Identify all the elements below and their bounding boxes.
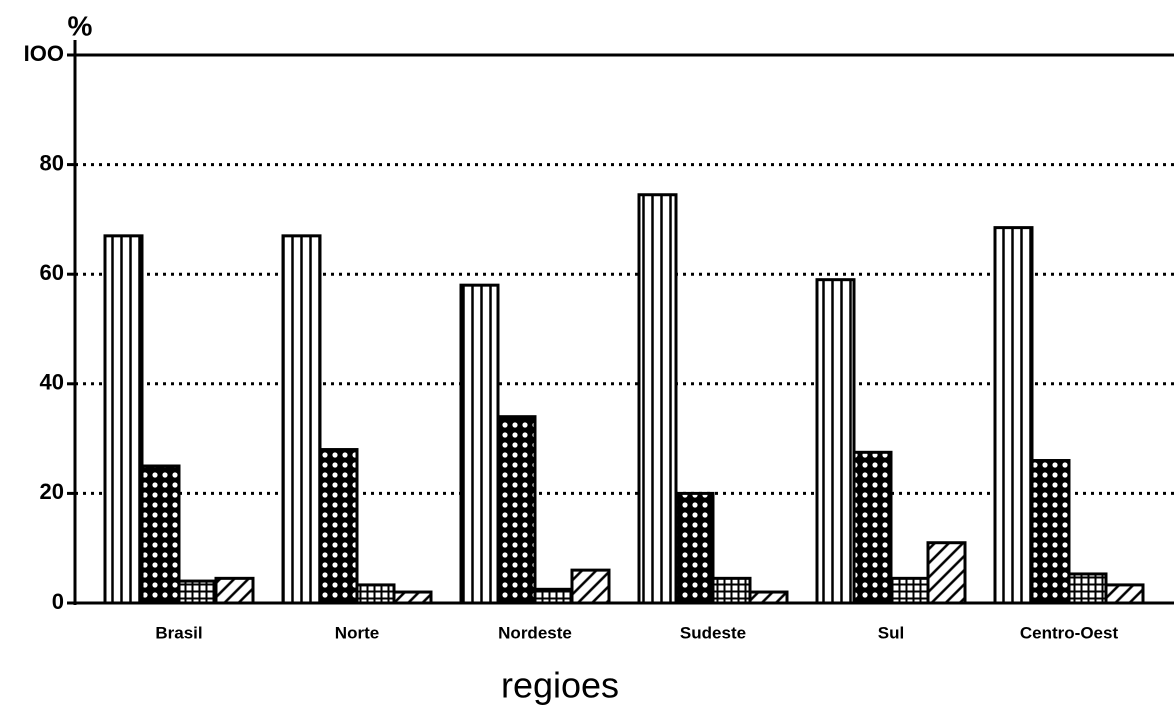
y-tick-label: 80: [40, 150, 64, 175]
bar: [214, 576, 255, 605]
bar: [1030, 459, 1071, 605]
x-tick-label: Nordeste: [498, 623, 572, 642]
bar: [993, 226, 1034, 605]
bar: [889, 576, 930, 605]
x-tick-label: Centro-Oest: [1020, 623, 1119, 642]
bar: [852, 450, 893, 605]
bar: [1104, 583, 1145, 605]
bar: [103, 234, 144, 605]
bar: [711, 576, 752, 605]
bar: [570, 568, 611, 605]
x-axis-label: regioes: [501, 665, 619, 706]
y-tick-label: IOO: [24, 41, 64, 66]
bar: [1067, 572, 1108, 605]
bar: [748, 590, 789, 605]
x-tick-label: Brasil: [155, 623, 202, 642]
y-axis-label: %: [68, 10, 93, 41]
bar: [674, 491, 715, 605]
bar: [496, 415, 537, 605]
bar: [140, 464, 181, 605]
x-tick-label: Norte: [335, 623, 379, 642]
y-tick-label: 20: [40, 479, 64, 504]
bar: [926, 541, 967, 605]
bar: [533, 587, 574, 605]
x-tick-label: Sul: [878, 623, 904, 642]
y-tick-label: 40: [40, 370, 64, 395]
x-tick-label: Sudeste: [680, 623, 746, 642]
bar: [318, 448, 359, 605]
bar: [815, 278, 856, 605]
bar: [355, 583, 396, 605]
bar: [637, 193, 678, 605]
bar: [177, 579, 218, 605]
y-tick-label: 0: [52, 589, 64, 614]
bar: [281, 234, 322, 605]
y-tick-label: 60: [40, 260, 64, 285]
bar: [392, 590, 433, 605]
bar: [459, 283, 500, 605]
